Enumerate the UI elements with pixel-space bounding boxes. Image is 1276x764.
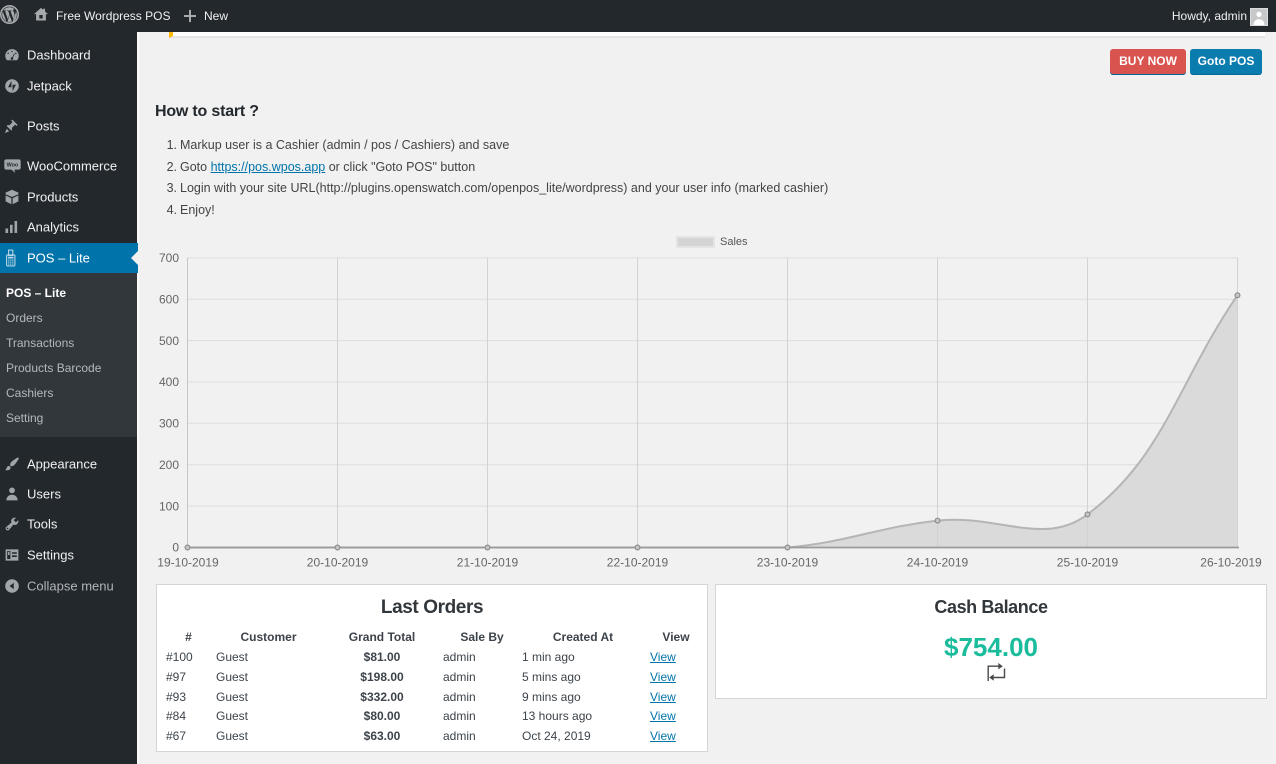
svg-text:25-10-2019: 25-10-2019	[1057, 556, 1119, 570]
svg-text:500: 500	[159, 334, 179, 348]
svg-text:300: 300	[159, 417, 179, 431]
svg-text:200: 200	[159, 458, 179, 472]
svg-text:100: 100	[159, 499, 179, 513]
svg-text:21-10-2019: 21-10-2019	[457, 556, 519, 570]
svg-text:20-10-2019: 20-10-2019	[307, 556, 369, 570]
svg-text:Woo: Woo	[7, 163, 19, 169]
svg-text:22-10-2019: 22-10-2019	[607, 556, 669, 570]
svg-text:26-10-2019: 26-10-2019	[1200, 556, 1262, 570]
svg-text:24-10-2019: 24-10-2019	[907, 556, 969, 570]
svg-text:400: 400	[159, 375, 179, 389]
svg-text:700: 700	[159, 251, 179, 265]
svg-text:600: 600	[159, 292, 179, 306]
svg-text:19-10-2019: 19-10-2019	[157, 556, 219, 570]
svg-text:0: 0	[172, 541, 179, 555]
svg-text:23-10-2019: 23-10-2019	[757, 556, 819, 570]
